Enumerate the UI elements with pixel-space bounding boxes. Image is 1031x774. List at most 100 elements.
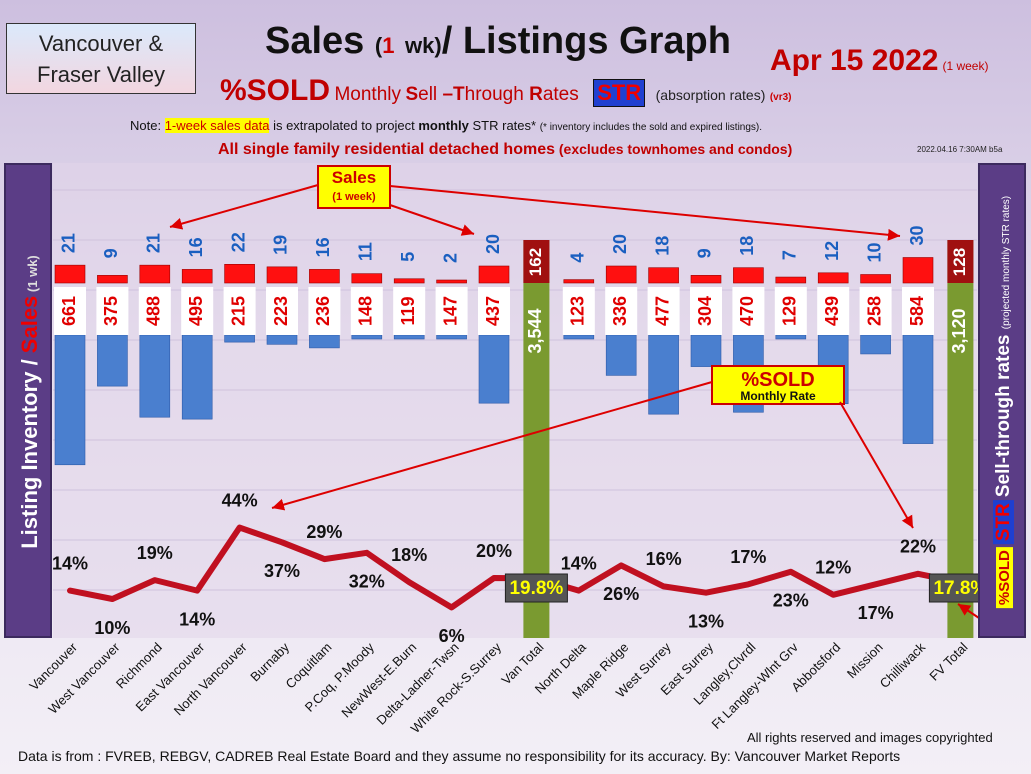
sales-label: 12	[822, 241, 842, 261]
inventory-label: 223	[271, 296, 291, 326]
sales-bar	[563, 279, 595, 284]
sold-label: 14%	[179, 609, 215, 629]
inventory-bar	[436, 334, 467, 340]
sales-label: 10	[864, 242, 884, 262]
inventory-label: 375	[101, 296, 121, 326]
sold-arrow-right	[839, 401, 914, 529]
date-main: Apr 15 2022	[770, 44, 939, 77]
sold-arrow-left	[271, 381, 713, 511]
inventory-label-box	[859, 287, 892, 335]
total-sold-box	[504, 573, 568, 603]
sold-label: 17%	[858, 603, 894, 623]
inventory-label: 215	[228, 296, 248, 326]
total-sales-bar	[947, 240, 974, 283]
sales-label: 2	[440, 253, 460, 263]
total-sales-bar	[523, 240, 550, 283]
inventory-label-box	[96, 287, 129, 335]
sales-label: 18	[737, 236, 757, 256]
sales-arrow-middle	[389, 204, 475, 236]
footer-source: Data is from : FVREB, REBGV, CADREB Real…	[18, 748, 901, 764]
inventory-label-box	[647, 287, 680, 335]
sales-bar	[648, 267, 679, 284]
sold-label: 26%	[603, 584, 639, 604]
subtitle-absorption: (absorption rates)	[655, 87, 766, 103]
subtitle-ates: ates	[542, 84, 579, 105]
sales-bar	[393, 278, 425, 284]
timestamp: 2022.04.16 7:30AM b5a	[917, 145, 1003, 154]
inventory-label-box	[817, 287, 850, 335]
x-tick-label: Chilliwack	[877, 639, 929, 691]
sales-bar	[436, 279, 467, 284]
inventory-label-box	[393, 287, 426, 335]
right-banner-sold: %SOLD	[996, 547, 1013, 609]
sales-label: 18	[652, 236, 672, 256]
inventory-label-box	[478, 287, 510, 335]
inventory-label: 584	[907, 296, 927, 326]
inventory-label-box	[732, 287, 765, 335]
region-line-1: Vancouver &	[38, 31, 164, 56]
sold-label: 17%	[730, 547, 766, 567]
left-banner-sales: Sales	[17, 295, 42, 354]
note-tiny: (* inventory includes the sold and expir…	[539, 122, 763, 133]
inventory-label-box	[266, 287, 298, 335]
inventory-label: 236	[313, 296, 333, 326]
title-part-4: wk)	[405, 33, 442, 58]
total-inventory-bar	[523, 240, 550, 638]
inventory-label: 3,544	[525, 308, 545, 353]
inventory-label: 123	[568, 296, 588, 326]
right-banner-text: Sell-through rates	[993, 334, 1014, 498]
title-part-5: / Listings Graph	[441, 20, 731, 62]
right-axis-banner: %SOLD STRSell-through rates (projected mo…	[978, 163, 1026, 638]
sold-label: 32%	[349, 572, 385, 592]
sales-bar	[309, 269, 340, 284]
inventory-bar	[860, 334, 891, 355]
sales-label: 5	[398, 252, 418, 262]
sales-bar	[902, 257, 934, 284]
sales-label: 21	[144, 233, 164, 253]
sales-label: 9	[695, 248, 715, 258]
inventory-bar	[605, 334, 637, 376]
sales-label: 19	[271, 235, 291, 255]
inventory-label: 661	[59, 296, 79, 326]
subtitle-s: S	[405, 84, 419, 105]
subtitle-version: (vr3)	[769, 92, 792, 103]
sold-callout-sub: Monthly Rate	[740, 389, 816, 403]
total-sales-label: 128	[950, 248, 969, 276]
inventory-bar	[902, 334, 934, 444]
inventory-label-box	[54, 287, 86, 335]
date-label: Apr 15 2022 (1 week)	[770, 44, 988, 78]
inventory-label-box	[181, 287, 214, 335]
inventory-label: 119	[398, 296, 418, 325]
sales-label: 11	[356, 242, 376, 261]
inventory-bar	[351, 334, 383, 340]
note-suffix: STR rates*	[468, 118, 540, 133]
sold-label: 10%	[94, 618, 130, 638]
inventory-label: 477	[652, 296, 672, 326]
inventory-label-box	[562, 287, 595, 335]
sales-label: 20	[610, 234, 630, 254]
title-part-2: (	[374, 33, 383, 58]
sales-label: 16	[186, 237, 206, 257]
inventory-bar	[139, 334, 171, 418]
title-part-3: 1	[382, 33, 395, 58]
inventory-label: 439	[822, 296, 842, 326]
note-prefix: Note:	[130, 118, 165, 133]
inventory-label: 437	[483, 296, 503, 326]
sold-label: 19%	[137, 543, 173, 563]
sold-label: 16%	[646, 549, 682, 569]
x-tick-label: FV Total	[926, 639, 970, 683]
sales-label: 7	[780, 250, 800, 260]
sales-label: 4	[568, 253, 588, 263]
sales-label: 20	[483, 234, 503, 254]
sold-label: 37%	[264, 561, 300, 581]
sales-bar	[775, 276, 807, 284]
subtitle-t: –T	[442, 84, 465, 105]
inventory-bar	[54, 334, 86, 466]
inventory-bar	[393, 334, 425, 340]
note-line: Note: 1-week sales data is extrapolated …	[130, 118, 762, 133]
scope-line: All single family residential detached h…	[218, 141, 792, 159]
footer-rights: All rights reserved and images copyright…	[747, 730, 993, 745]
sold-label: 29%	[306, 522, 342, 542]
inventory-label: 3,120	[949, 308, 969, 353]
sales-bar	[733, 267, 764, 284]
